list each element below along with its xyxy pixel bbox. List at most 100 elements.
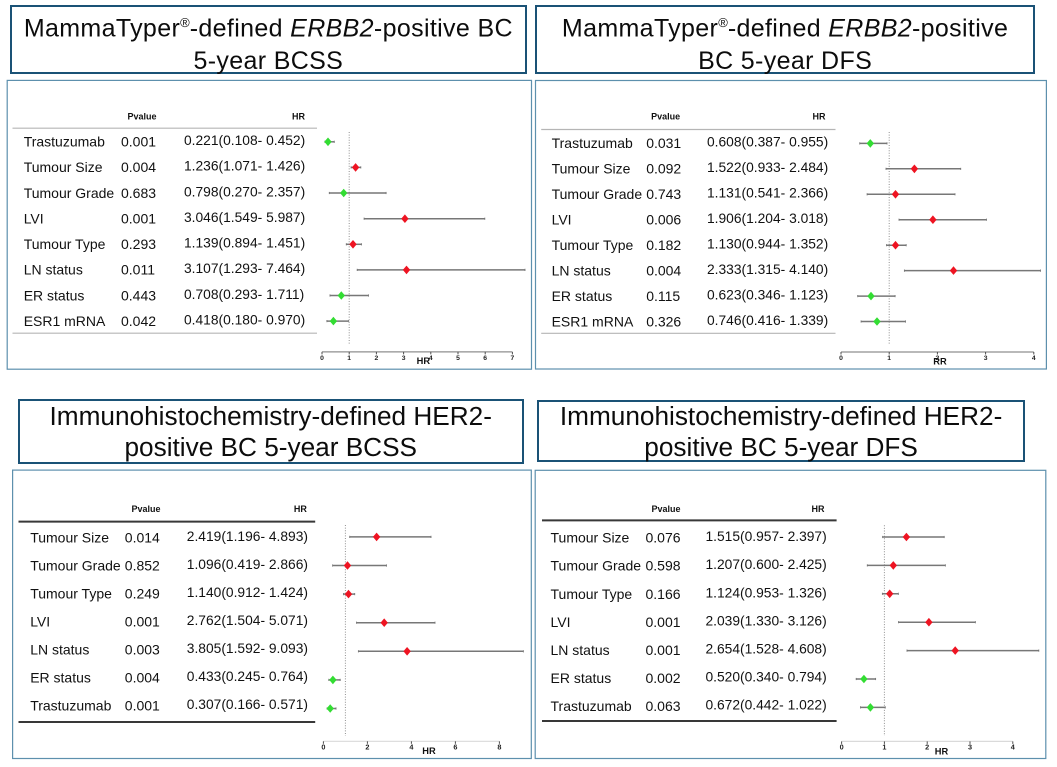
svg-text:1.131(0.541- 2.366): 1.131(0.541- 2.366) <box>707 186 828 201</box>
svg-text:4: 4 <box>1032 355 1036 362</box>
svg-text:LVI: LVI <box>551 614 571 630</box>
svg-text:0.001: 0.001 <box>646 614 681 630</box>
svg-text:Tumour Size: Tumour Size <box>551 530 630 546</box>
svg-text:Tumour Size: Tumour Size <box>552 161 631 177</box>
svg-text:0.708(0.293- 1.711): 0.708(0.293- 1.711) <box>184 287 304 302</box>
svg-text:1.207(0.600- 2.425): 1.207(0.600- 2.425) <box>706 557 827 572</box>
svg-text:HR: HR <box>294 504 307 514</box>
svg-text:0.418(0.180- 0.970): 0.418(0.180- 0.970) <box>184 312 305 327</box>
svg-text:1: 1 <box>887 355 891 362</box>
svg-text:ER status: ER status <box>551 670 612 686</box>
svg-text:0.076: 0.076 <box>646 530 681 546</box>
svg-text:0.852: 0.852 <box>125 558 160 574</box>
svg-text:3.805(1.592- 9.093): 3.805(1.592- 9.093) <box>187 641 308 656</box>
svg-text:Pvalue: Pvalue <box>651 112 680 122</box>
svg-text:0.063: 0.063 <box>646 698 681 714</box>
svg-text:HR: HR <box>812 504 825 514</box>
svg-text:0.166: 0.166 <box>646 586 681 602</box>
svg-text:1.139(0.894- 1.451): 1.139(0.894- 1.451) <box>184 236 305 251</box>
svg-text:4: 4 <box>409 743 414 752</box>
svg-text:0.004: 0.004 <box>121 159 156 175</box>
svg-text:3: 3 <box>968 743 972 752</box>
svg-text:4: 4 <box>429 355 433 362</box>
svg-text:0.031: 0.031 <box>646 135 681 151</box>
svg-text:1.124(0.953- 1.326): 1.124(0.953- 1.326) <box>706 585 827 600</box>
svg-text:2: 2 <box>365 743 369 752</box>
svg-text:LN status: LN status <box>551 642 610 658</box>
svg-text:1.906(1.204- 3.018): 1.906(1.204- 3.018) <box>707 211 828 226</box>
svg-text:0: 0 <box>839 355 843 362</box>
svg-text:Trastuzumab: Trastuzumab <box>30 698 111 714</box>
svg-text:1.515(0.957- 2.397): 1.515(0.957- 2.397) <box>706 529 827 544</box>
svg-text:LN status: LN status <box>24 262 83 278</box>
svg-text:1.140(0.912- 1.424): 1.140(0.912- 1.424) <box>187 585 308 600</box>
svg-text:4: 4 <box>1011 743 1016 752</box>
svg-text:2.654(1.528- 4.608): 2.654(1.528- 4.608) <box>706 642 827 657</box>
svg-text:0.221(0.108- 0.452): 0.221(0.108- 0.452) <box>184 133 305 148</box>
svg-text:0.006: 0.006 <box>646 212 681 228</box>
svg-text:0.011: 0.011 <box>121 262 155 278</box>
svg-text:7: 7 <box>511 355 515 362</box>
svg-text:2: 2 <box>936 355 940 362</box>
svg-text:RR: RR <box>933 357 947 367</box>
svg-text:0.608(0.387- 0.955): 0.608(0.387- 0.955) <box>707 135 828 150</box>
svg-text:Trastuzumab: Trastuzumab <box>551 698 632 714</box>
svg-text:0.746(0.416- 1.339): 0.746(0.416- 1.339) <box>707 313 828 328</box>
svg-text:Tumour Type: Tumour Type <box>30 586 112 602</box>
svg-text:1.522(0.933- 2.484): 1.522(0.933- 2.484) <box>707 160 828 175</box>
svg-text:ER status: ER status <box>24 287 85 303</box>
svg-text:1.236(1.071- 1.426): 1.236(1.071- 1.426) <box>184 159 305 174</box>
svg-text:0.001: 0.001 <box>121 134 156 150</box>
svg-text:0.014: 0.014 <box>125 530 160 546</box>
svg-text:HR: HR <box>422 746 436 756</box>
svg-text:Tumour Type: Tumour Type <box>552 237 634 253</box>
svg-text:Tumour Grade: Tumour Grade <box>551 558 642 574</box>
svg-text:0.520(0.340- 0.794): 0.520(0.340- 0.794) <box>706 670 827 685</box>
svg-text:ESR1 mRNA: ESR1 mRNA <box>552 313 634 329</box>
svg-text:Trastuzumab: Trastuzumab <box>552 135 633 151</box>
svg-text:ESR1 mRNA: ESR1 mRNA <box>24 313 106 329</box>
svg-text:0.092: 0.092 <box>646 161 681 177</box>
svg-text:0.115: 0.115 <box>646 288 680 304</box>
svg-text:6: 6 <box>453 743 457 752</box>
svg-text:HR: HR <box>935 746 949 756</box>
svg-text:0.001: 0.001 <box>125 698 160 714</box>
svg-text:0: 0 <box>321 743 325 752</box>
svg-text:2.762(1.504- 5.071): 2.762(1.504- 5.071) <box>187 613 308 628</box>
svg-text:0.004: 0.004 <box>125 670 160 686</box>
svg-text:3.046(1.549- 5.987): 3.046(1.549- 5.987) <box>184 210 305 225</box>
svg-text:0.307(0.166- 0.571): 0.307(0.166- 0.571) <box>187 697 308 712</box>
svg-text:0.683: 0.683 <box>121 185 156 201</box>
svg-text:ER status: ER status <box>552 288 613 304</box>
svg-text:0: 0 <box>320 355 324 362</box>
svg-text:LVI: LVI <box>552 212 572 228</box>
svg-text:0.004: 0.004 <box>646 262 681 278</box>
svg-text:0.672(0.442- 1.022): 0.672(0.442- 1.022) <box>706 698 827 713</box>
svg-text:0.003: 0.003 <box>125 642 160 658</box>
svg-text:0.002: 0.002 <box>646 670 681 686</box>
svg-text:1: 1 <box>882 743 886 752</box>
svg-text:1: 1 <box>347 355 351 362</box>
svg-text:Tumour Size: Tumour Size <box>24 159 103 175</box>
svg-text:2: 2 <box>375 355 379 362</box>
svg-text:0.001: 0.001 <box>121 211 156 227</box>
svg-text:0.623(0.346- 1.123): 0.623(0.346- 1.123) <box>707 287 828 302</box>
svg-text:0.743: 0.743 <box>646 186 681 202</box>
svg-text:1.130(0.944- 1.352): 1.130(0.944- 1.352) <box>707 237 828 252</box>
svg-text:0.249: 0.249 <box>125 586 160 602</box>
svg-text:1.096(0.419- 2.866): 1.096(0.419- 2.866) <box>187 557 308 572</box>
svg-text:HR: HR <box>417 356 431 366</box>
svg-text:ER status: ER status <box>30 670 91 686</box>
svg-text:0.598: 0.598 <box>646 558 681 574</box>
svg-text:HR: HR <box>292 112 305 122</box>
svg-text:Pvalue: Pvalue <box>651 504 680 514</box>
svg-text:Tumour Type: Tumour Type <box>24 236 106 252</box>
svg-text:5: 5 <box>456 355 460 362</box>
svg-text:0.001: 0.001 <box>125 614 160 630</box>
svg-text:0.433(0.245- 0.764): 0.433(0.245- 0.764) <box>187 669 308 684</box>
svg-text:0.798(0.270- 2.357): 0.798(0.270- 2.357) <box>184 184 305 199</box>
svg-text:0.001: 0.001 <box>646 642 681 658</box>
svg-text:0: 0 <box>840 743 844 752</box>
svg-text:6: 6 <box>483 355 487 362</box>
svg-text:Tumour Size: Tumour Size <box>30 530 109 546</box>
